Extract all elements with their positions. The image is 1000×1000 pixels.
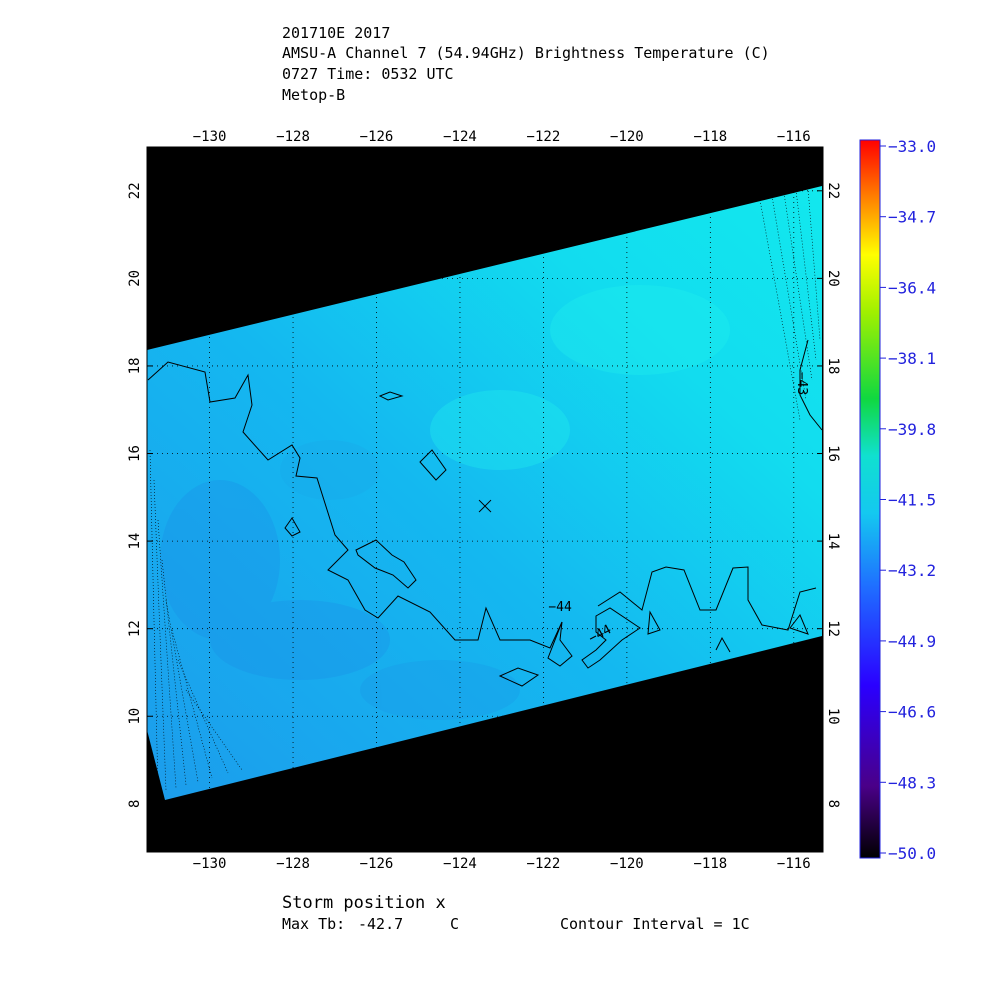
contour-interval: Contour Interval = 1C <box>560 915 750 933</box>
colorbar-label: −44.9 <box>888 632 936 651</box>
lat-label-left: 20 <box>127 270 143 287</box>
lat-labels-right: 8 10 12 14 16 18 20 22 <box>817 182 841 808</box>
lat-label-right: 8 <box>825 800 841 808</box>
colorbar-label: −34.7 <box>888 208 936 227</box>
lat-label-left: 16 <box>127 445 143 462</box>
lon-label-top: −122 <box>527 129 561 145</box>
lat-label-left: 22 <box>127 182 143 199</box>
lon-label-bottom: −120 <box>610 856 644 872</box>
colorbar-label: −36.4 <box>888 278 936 297</box>
lat-label-left: 14 <box>127 533 143 550</box>
colorbar-labels: −33.0 −34.7 −36.4 −38.1 −39.8 −41.5 −43.2 −44.9… <box>880 137 936 863</box>
colorbar-label: −43.2 <box>888 561 936 580</box>
lon-label-top: −124 <box>443 129 477 145</box>
lon-label-bottom: −128 <box>276 856 310 872</box>
title-line-3: 0727 Time: 0532 UTC <box>282 65 454 83</box>
storm-position-legend: Storm position x <box>282 893 446 913</box>
lon-label-top: −118 <box>693 129 727 145</box>
colorbar-label: −48.3 <box>888 773 936 792</box>
lon-label-top: −120 <box>610 129 644 145</box>
lat-label-right: 20 <box>825 270 841 287</box>
lat-label-right: 10 <box>825 708 841 725</box>
lon-label-bottom: −118 <box>693 856 727 872</box>
lat-label-right: 18 <box>825 358 841 375</box>
lon-label-top: −128 <box>276 129 310 145</box>
title-line-2: AMSU-A Channel 7 (54.94GHz) Brightness T… <box>282 44 770 62</box>
max-tb-unit: C <box>450 915 460 933</box>
title-line-4: Metop-B <box>282 86 346 104</box>
lat-label-left: 8 <box>127 800 143 808</box>
lat-label-right: 14 <box>825 533 841 550</box>
lon-labels-top: −130 −128 −126 −124 −122 −120 −118 −116 <box>193 129 811 153</box>
lon-label-bottom: −130 <box>193 856 227 872</box>
storm-position-marker <box>478 499 492 513</box>
map-frame <box>146 146 824 853</box>
contour-label: −43 <box>794 372 809 395</box>
lon-label-bottom: −124 <box>443 856 477 872</box>
lon-labels-bottom: −130 −128 −126 −124 −122 −120 −118 −116 <box>193 846 811 872</box>
lon-label-top: −126 <box>360 129 394 145</box>
lat-label-right: 22 <box>825 182 841 199</box>
colorbar-label: −33.0 <box>888 137 936 156</box>
lat-label-right: 12 <box>825 620 841 637</box>
colorbar-label: −39.8 <box>888 420 936 439</box>
colorbar <box>859 139 881 859</box>
lat-labels-left: 8 10 12 14 16 18 20 22 <box>127 182 153 808</box>
max-tb-value: -42.7 <box>358 915 404 933</box>
contour-label: −44 <box>548 600 572 615</box>
swath-area <box>147 186 822 800</box>
lon-label-bottom: −116 <box>777 856 811 872</box>
swath-texture <box>160 285 730 720</box>
colorbar-label: −41.5 <box>888 491 936 510</box>
edge-contours <box>149 187 821 791</box>
lat-label-left: 12 <box>127 620 143 637</box>
lat-label-left: 10 <box>127 708 143 725</box>
lat-label-right: 16 <box>825 445 841 462</box>
contour-lines <box>147 339 823 687</box>
colorbar-label: −38.1 <box>888 349 936 368</box>
lon-label-top: −130 <box>193 129 227 145</box>
colorbar-label: −46.6 <box>888 703 936 722</box>
lon-label-top: −116 <box>777 129 811 145</box>
lon-label-bottom: −126 <box>360 856 394 872</box>
title-line-1: 201710E 2017 <box>282 24 391 42</box>
storm-marker-stroke <box>478 499 492 513</box>
lat-label-left: 18 <box>127 358 143 375</box>
max-tb-label: Max Tb: <box>282 915 346 933</box>
lon-label-bottom: −122 <box>527 856 561 872</box>
colorbar-label: −50.0 <box>888 844 936 863</box>
